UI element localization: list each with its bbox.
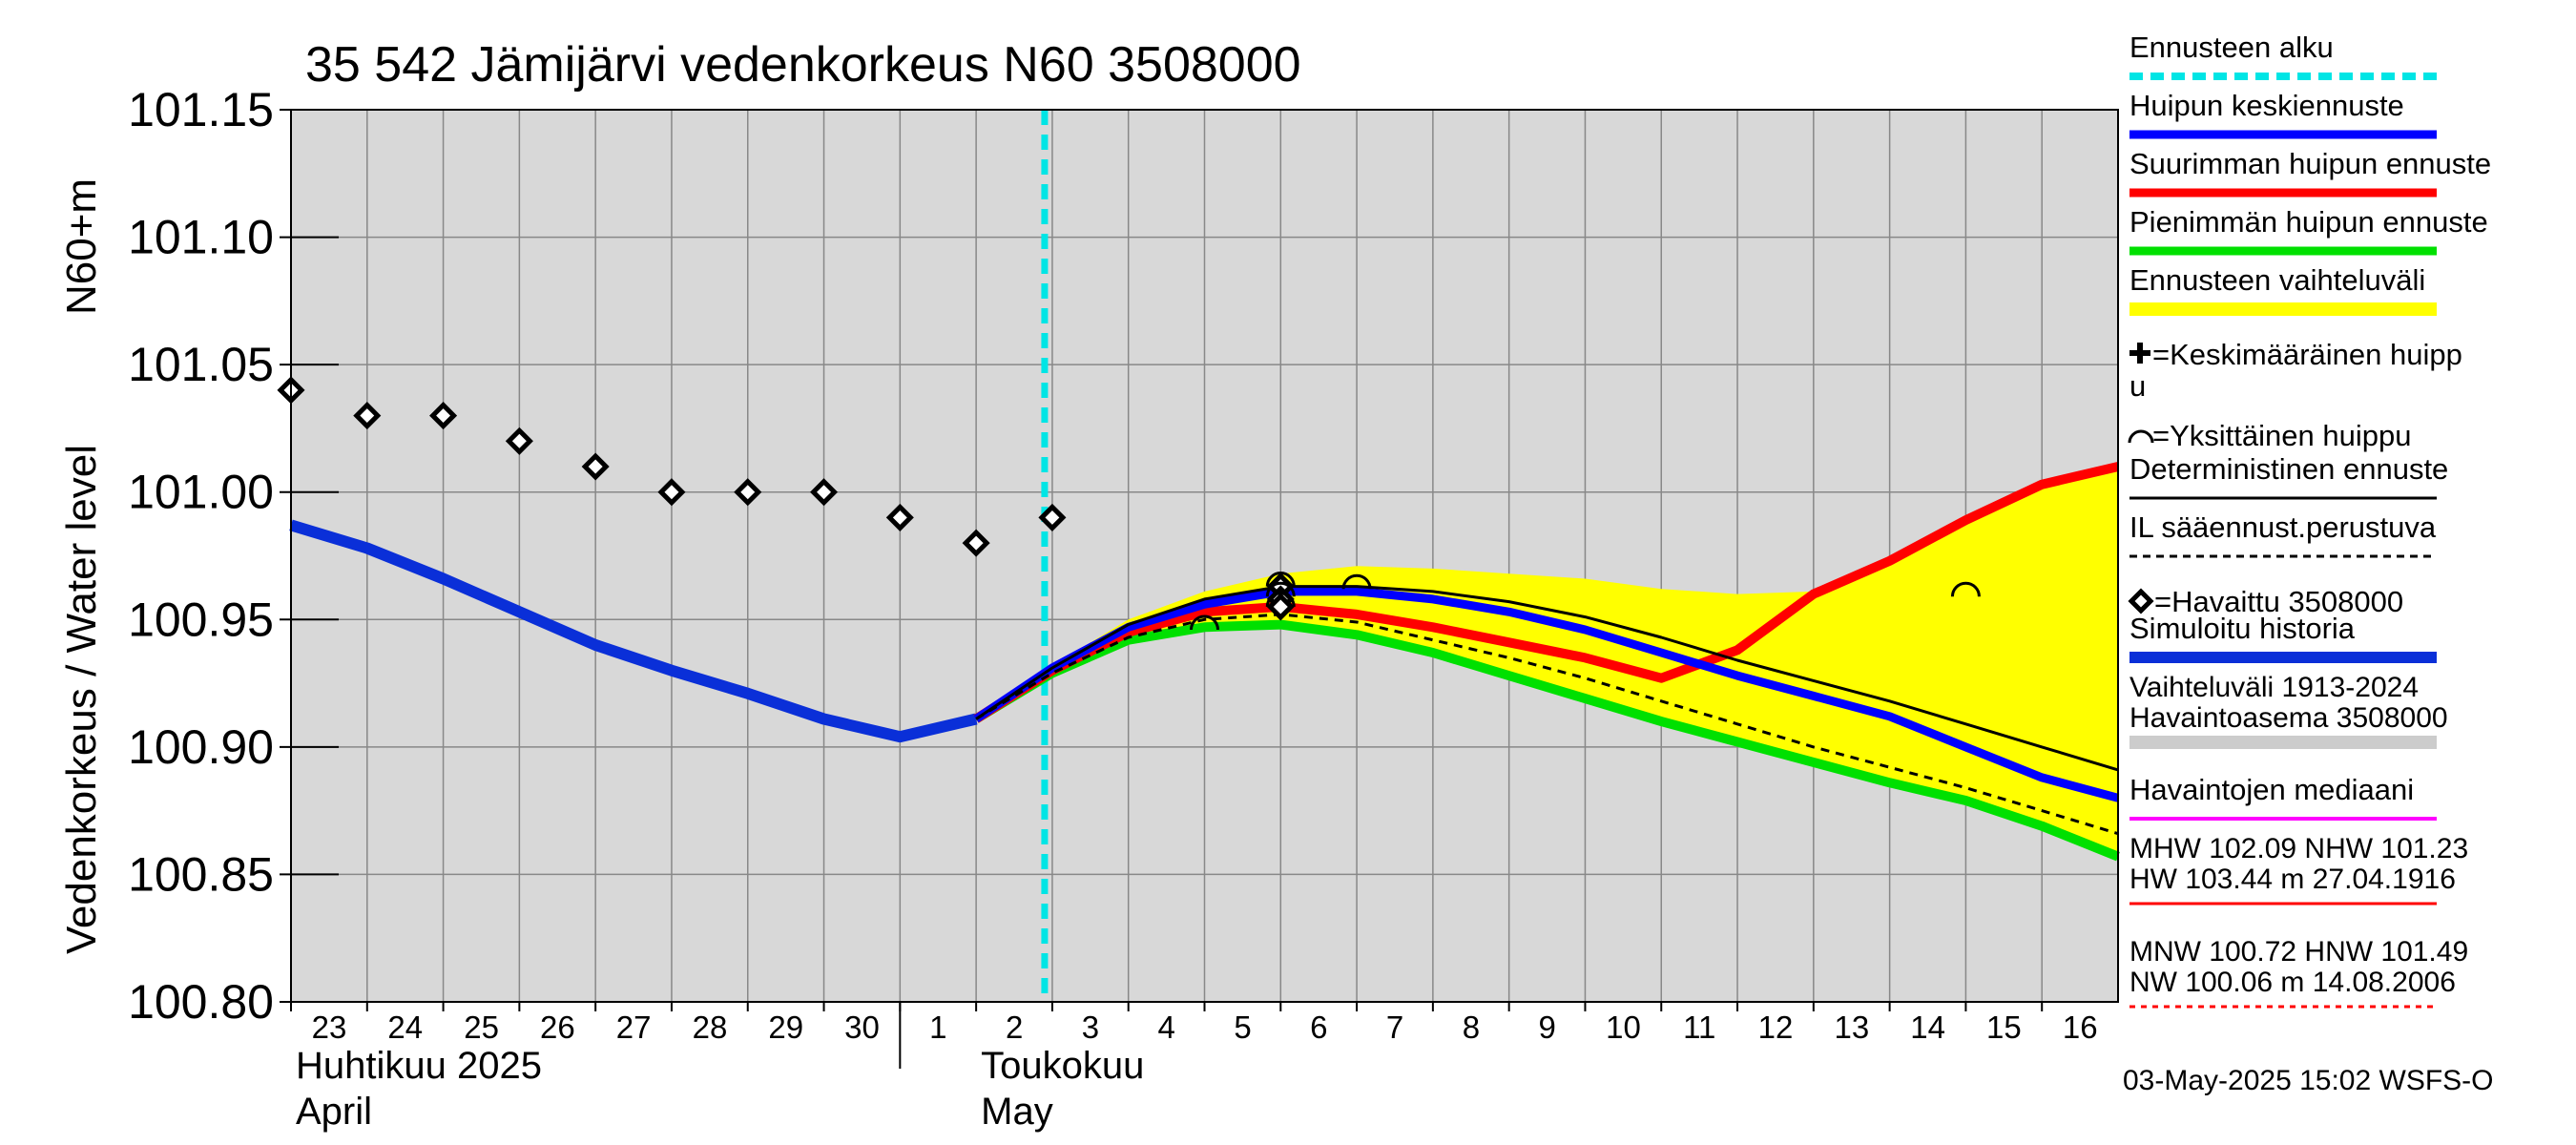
series-max-line [973,462,2120,723]
x-tick-label: 24 [387,1010,423,1045]
x-tick-label: 12 [1758,1010,1794,1045]
series-deterministic-line [975,585,2119,772]
y-tick-label: 100.85 [128,847,274,901]
legend-label: Huipun keskiennuste [2129,89,2404,122]
x-tick-label: 25 [464,1010,499,1045]
individual-peak-marker [1190,614,1219,631]
y-tick-label: 101.10 [128,211,274,264]
legend-label: Vaihteluväli 1913-2024 [2129,672,2419,703]
timestamp: 03-May-2025 15:02 WSFS-O [2123,1065,2494,1096]
x-tick-label: 13 [1834,1010,1869,1045]
x-tick-label: 29 [768,1010,803,1045]
y-tick-label: 101.15 [128,83,274,136]
month-label-en: May [981,1091,1053,1133]
x-tick-label: 11 [1683,1010,1715,1045]
x-tick-label: 3 [1082,1010,1099,1045]
legend-label: Deterministinen ennuste [2129,452,2448,486]
month-label-en: April [296,1091,372,1133]
legend-label: =Havaittu 3508000 [2154,585,2403,618]
series-layer [289,462,2120,862]
x-tick-label: 16 [2063,1010,2098,1045]
observed-point [429,402,458,430]
forecast-range-band [976,467,2118,857]
legend-label-2: Havaintoasema 3508000 [2129,702,2448,734]
observed-peak-point [1266,593,1295,621]
legend-label: MNW 100.72 HNW 101.49 [2129,936,2468,968]
month-label-fi: Toukokuu [981,1045,1144,1087]
x-tick-label: 28 [693,1010,728,1045]
marker-layer [277,376,1981,631]
legend-diamond-icon [2128,588,2154,614]
y-axis-ticks: 101.15 101.10 101.05 101.00 100.95 100.90 100.… [128,83,339,1029]
x-tick-label: 6 [1310,1010,1327,1045]
legend-label: Pienimmän huipun ennuste [2129,205,2488,239]
legend-label-2: u [2129,369,2146,403]
legend-plus-icon [2129,343,2150,364]
y-tick-label: 100.90 [128,720,274,774]
x-axis-ticks: 23 24 25 26 27 28 29 30 1 2 3 4 5 6 7 8 9 10 11 12 13 14 15 16 [290,1002,2098,1069]
individual-peak-marker [1265,581,1296,597]
x-tick-label: 5 [1234,1010,1251,1045]
x-tick-label: 4 [1158,1010,1175,1045]
y-axis-label: Vedenkorkeus / Water level [58,445,105,954]
observed-point [657,478,686,507]
series-min-line [973,619,2120,862]
x-tick-label: 1 [929,1010,946,1045]
legend-label: =Keskimääräinen huipp [2152,338,2462,371]
observed-point [810,478,839,507]
x-tick-label: 10 [1606,1010,1641,1045]
observed-point [885,503,914,531]
legend-label: Ennusteen alku [2129,31,2334,64]
legend-label-2: HW 103.44 m 27.04.1916 [2129,864,2456,895]
x-tick-label: 23 [312,1010,347,1045]
x-tick-label: 9 [1538,1010,1555,1045]
observed-point [734,478,762,507]
legend-label: =Yksittäinen huippu [2152,419,2411,452]
legend-label-2: NW 100.06 m 14.08.2006 [2129,967,2456,998]
observed-point [962,529,990,557]
individual-peak-marker [1341,573,1372,590]
individual-peak-marker [1950,581,1981,597]
y-tick-label: 101.00 [128,466,274,519]
legend-label: Ennusteen vaihteluväli [2129,263,2425,297]
series-weather-line [975,613,2119,836]
x-tick-label: 8 [1463,1010,1480,1045]
y-axis-unit: N60+m [58,178,105,315]
legend: Ennusteen alku Huipun keskiennuste Suurimm… [2128,31,2491,1009]
x-tick-label: 26 [540,1010,575,1045]
y-tick-label: 100.95 [128,593,274,646]
observed-point [353,402,382,430]
legend-label: IL sääennust.perustuva [2129,510,2437,544]
observed-point [505,427,533,455]
x-tick-label: 2 [1006,1010,1023,1045]
legend-label: Havaintojen mediaani [2129,773,2414,806]
x-tick-label: 7 [1386,1010,1403,1045]
series-mean-line [973,587,2120,802]
legend-label: Suurimman huipun ennuste [2129,147,2491,180]
observed-point [1038,503,1067,531]
individual-peak-marker [1265,572,1296,587]
observed-point [581,452,610,481]
month-label-fi: Huhtikuu 2025 [296,1045,542,1087]
series-simulated-line [289,519,978,743]
x-tick-label: 14 [1910,1010,1945,1045]
legend-arc-icon [2128,429,2154,444]
legend-label: MHW 102.09 NHW 101.23 [2129,833,2468,864]
forecast-band-layer [976,110,2118,1002]
chart-title: 35 542 Jämijärvi vedenkorkeus N60 350800… [305,37,1301,93]
x-tick-label: 15 [1986,1010,2022,1045]
y-tick-label: 101.05 [128,338,274,391]
individual-peak-marker [1265,592,1296,608]
y-tick-label: 100.80 [128,975,274,1029]
x-tick-label: 27 [616,1010,652,1045]
x-tick-label: 30 [844,1010,880,1045]
legend-label: Simuloitu historia [2129,612,2356,645]
